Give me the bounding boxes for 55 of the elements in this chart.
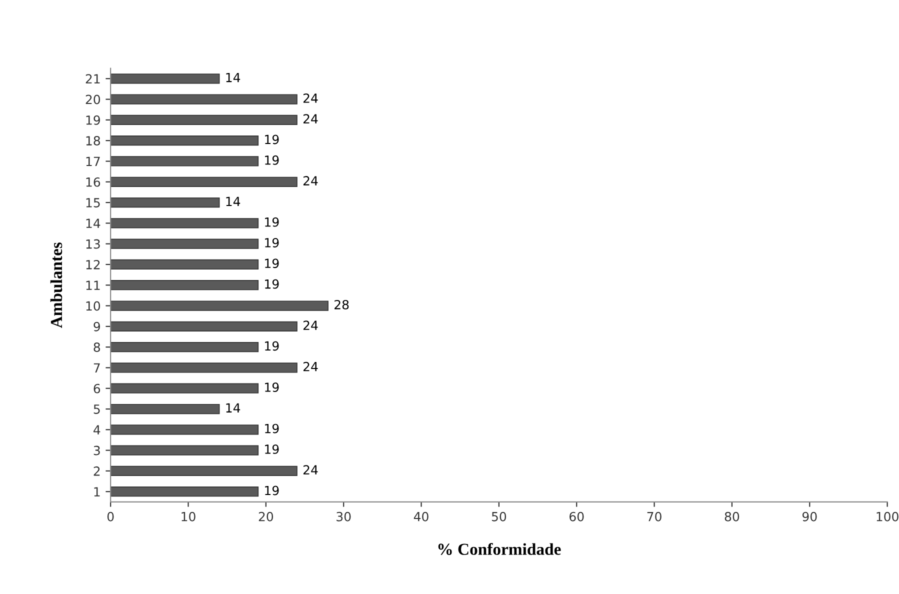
x-tick-label: 40: [414, 512, 428, 522]
y-axis-title: Ambulantes: [50, 242, 62, 328]
y-tick-label: 2: [94, 466, 100, 476]
data-label: 24: [303, 114, 318, 124]
data-label: 28: [334, 300, 349, 310]
y-tick-label: 4: [94, 425, 100, 434]
data-label: 19: [265, 217, 279, 227]
y-tick-label: 18: [86, 136, 100, 146]
x-tick-label: 60: [570, 512, 584, 522]
y-tick-label: 3: [94, 446, 100, 456]
data-label: 19: [265, 486, 279, 496]
y-tick-label: 12: [86, 260, 100, 270]
x-tick-label: 90: [802, 512, 817, 522]
x-axis-title: % Conformidade: [438, 543, 561, 555]
y-tick-label: 5: [94, 404, 100, 414]
data-label: 19: [265, 444, 279, 454]
y-tick-label: 11: [86, 280, 100, 290]
y-tick-label: 9: [94, 322, 100, 332]
y-tick-label: 13: [86, 239, 100, 249]
data-label: 24: [303, 93, 318, 103]
y-tick-label: 20: [86, 94, 100, 104]
data-label: 14: [226, 403, 240, 412]
x-tick-label: 20: [258, 512, 274, 522]
data-label: 24: [303, 362, 318, 372]
data-label: 19: [265, 238, 279, 248]
x-tick-label: 50: [492, 512, 506, 522]
y-tick-label: 19: [86, 115, 100, 125]
data-label: 19: [265, 341, 279, 351]
data-label: 24: [303, 465, 318, 474]
data-label: 19: [265, 134, 279, 144]
data-label: 24: [303, 176, 318, 186]
data-label: 19: [265, 279, 279, 289]
y-tick-label: 15: [86, 198, 100, 208]
y-tick-label: 1: [94, 487, 100, 496]
x-tick-label: 30: [336, 512, 351, 522]
data-label: 19: [265, 155, 279, 165]
x-tick-label: 100: [876, 512, 898, 522]
y-tick-label: 10: [86, 301, 100, 311]
data-label: 14: [226, 72, 240, 82]
data-label: 19: [265, 258, 279, 268]
x-tick-label: 10: [182, 512, 196, 522]
y-tick-label: 21: [86, 74, 100, 84]
data-label: 24: [303, 320, 318, 330]
x-tick-label: 80: [724, 512, 740, 522]
data-label: 19: [265, 382, 279, 392]
data-label: 14: [226, 196, 240, 206]
x-tick-label: 0: [107, 512, 114, 522]
y-tick-label: 7: [94, 363, 100, 372]
data-label: 19: [265, 424, 279, 434]
y-tick-label: 14: [86, 218, 100, 228]
y-tick-label: 6: [94, 384, 100, 394]
y-tick-label: 17: [86, 156, 100, 166]
x-tick-label: 70: [647, 512, 662, 522]
y-tick-label: 8: [94, 342, 100, 352]
y-tick-label: 16: [86, 177, 100, 187]
